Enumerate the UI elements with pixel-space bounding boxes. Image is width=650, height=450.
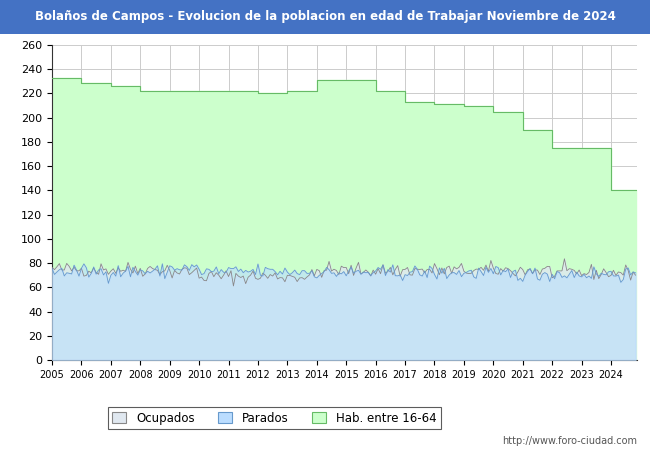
Text: Bolaños de Campos - Evolucion de la poblacion en edad de Trabajar Noviembre de 2: Bolaños de Campos - Evolucion de la pobl… <box>34 10 616 23</box>
Text: http://www.foro-ciudad.com: http://www.foro-ciudad.com <box>502 436 637 446</box>
Legend: Ocupados, Parados, Hab. entre 16-64: Ocupados, Parados, Hab. entre 16-64 <box>107 407 441 429</box>
